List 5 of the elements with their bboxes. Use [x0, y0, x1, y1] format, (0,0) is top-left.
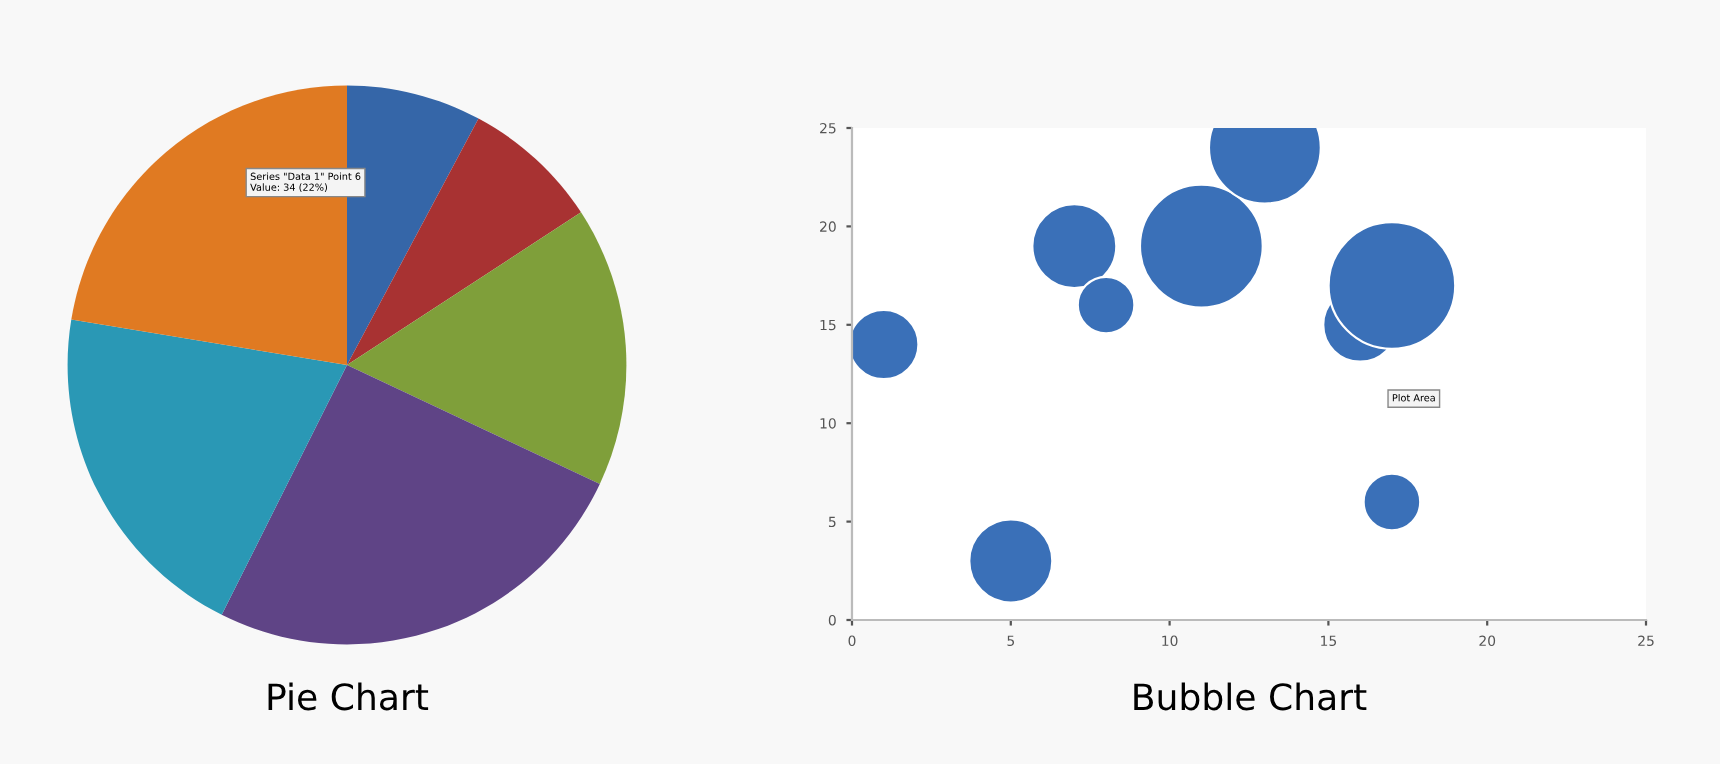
pie-slice	[67, 319, 347, 615]
text: Pie Chart	[268, 682, 429, 711]
pie-slice	[347, 212, 627, 484]
pie-slice	[221, 365, 600, 645]
text: Bubble Chart	[1134, 682, 1367, 711]
